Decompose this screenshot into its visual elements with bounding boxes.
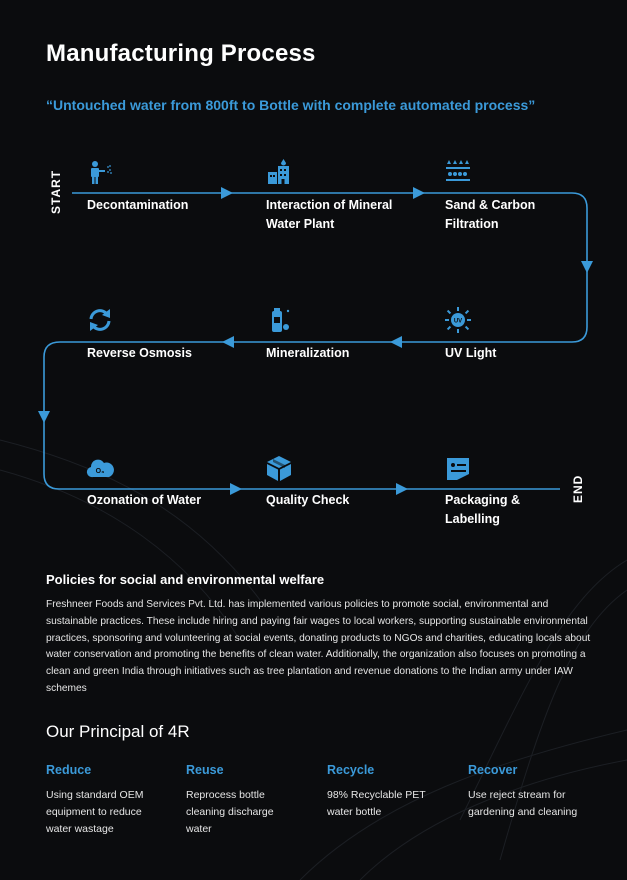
reuse-title: Reuse bbox=[186, 763, 224, 777]
recover-text: Use reject stream for gardening and clea… bbox=[468, 789, 578, 818]
step-sand-carbon-filtration: Sand & Carbon Filtration bbox=[445, 198, 536, 231]
box-icon bbox=[267, 456, 291, 481]
recycle-text: 98% Recyclable PET water bottle bbox=[327, 789, 426, 818]
principal-heading: Our Principal of 4R bbox=[46, 722, 190, 741]
principal-reuse: Reuse Reprocess bottle cleaning discharg… bbox=[186, 763, 316, 838]
worker-spraying-icon bbox=[91, 161, 112, 184]
recover-title: Recover bbox=[468, 763, 518, 777]
flow-arrow-7 bbox=[230, 483, 242, 495]
step-mineral-water-plant: Interaction of Mineral Water Plant bbox=[266, 198, 393, 231]
policies-heading: Policies for social and environmental we… bbox=[46, 572, 325, 587]
recycle-arrows-icon bbox=[89, 309, 111, 331]
flow-arrow-3 bbox=[581, 261, 593, 273]
step-quality-check: Quality Check bbox=[266, 493, 350, 507]
step-uv-light: UV Light bbox=[445, 346, 497, 360]
svg-text:O₃: O₃ bbox=[96, 468, 105, 475]
step-decontamination: Decontamination bbox=[87, 198, 189, 212]
flow-line-row1 bbox=[72, 192, 588, 268]
filtration-icon bbox=[446, 160, 470, 181]
flow-line-row3 bbox=[43, 418, 560, 490]
step-ozonation: Ozonation of Water bbox=[87, 493, 202, 507]
svg-text:UV: UV bbox=[454, 319, 462, 325]
principal-reduce: Reduce Using standard OEM equipment to r… bbox=[46, 763, 176, 838]
flow-arrow-4 bbox=[390, 336, 402, 348]
recycle-title: Recycle bbox=[327, 763, 375, 777]
reuse-text: Reprocess bottle cleaning discharge wate… bbox=[186, 789, 274, 835]
ozone-cloud-icon: O₃ bbox=[86, 459, 114, 478]
page-tagline: “Untouched water from 800ft to Bottle wi… bbox=[46, 97, 536, 113]
end-label: END bbox=[571, 474, 585, 503]
step-packaging-labelling: Packaging & Labelling bbox=[445, 493, 521, 526]
step-reverse-osmosis: Reverse Osmosis bbox=[87, 346, 192, 360]
principal-recycle: Recycle 98% Recyclable PET water bottle bbox=[327, 763, 457, 821]
page-title: Manufacturing Process bbox=[46, 40, 316, 67]
reduce-text: Using standard OEM equipment to reduce w… bbox=[46, 789, 144, 835]
water-plant-building-icon bbox=[268, 159, 289, 184]
flow-arrow-1 bbox=[221, 187, 233, 199]
reduce-title: Reduce bbox=[46, 763, 92, 777]
start-label: START bbox=[49, 169, 63, 214]
uv-sun-icon: UV bbox=[445, 307, 471, 333]
flow-line-row2 bbox=[43, 268, 588, 418]
step-mineralization: Mineralization bbox=[266, 346, 350, 360]
flow-arrow-2 bbox=[413, 187, 425, 199]
flow-arrow-5 bbox=[222, 336, 234, 348]
principal-recover: Recover Use reject stream for gardening … bbox=[468, 763, 598, 821]
mineral-bottle-icon bbox=[272, 308, 290, 332]
flow-arrow-8 bbox=[396, 483, 408, 495]
process-flow-diagram bbox=[38, 187, 593, 495]
policies-paragraph: Freshneer Foods and Services Pvt. Ltd. h… bbox=[46, 599, 591, 694]
label-tag-icon bbox=[447, 458, 469, 480]
flow-arrow-6 bbox=[38, 411, 50, 423]
